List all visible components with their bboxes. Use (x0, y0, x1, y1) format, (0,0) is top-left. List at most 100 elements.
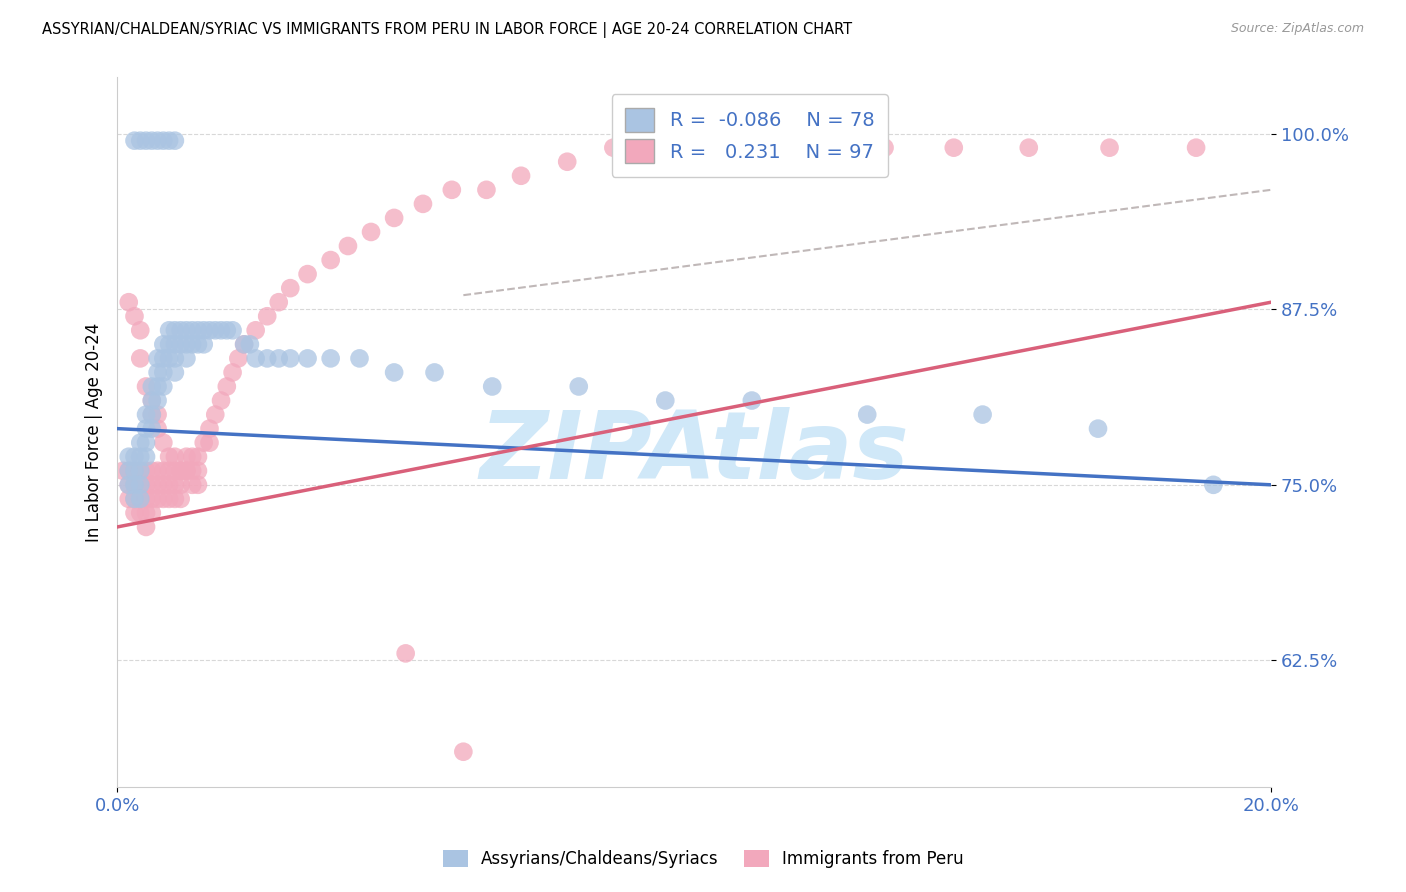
Point (198, 435, 221, 450)
Point (129, 351, 152, 366)
Point (181, 464, 204, 478)
Point (129, 464, 152, 478)
Point (118, 478, 141, 492)
Point (129, 450, 152, 464)
Point (187, 337, 209, 351)
Point (204, 323, 226, 337)
Point (124, 491, 146, 506)
Point (135, 478, 157, 492)
Legend: R =  -0.086    N = 78, R =   0.231    N = 97: R = -0.086 N = 78, R = 0.231 N = 97 (612, 95, 889, 177)
Point (810, 141, 832, 155)
Point (481, 379, 503, 393)
Point (297, 351, 319, 366)
Point (163, 323, 186, 337)
Point (654, 393, 676, 408)
Point (146, 478, 169, 492)
Point (152, 134, 174, 148)
Point (129, 323, 152, 337)
Point (176, 464, 198, 478)
Point (169, 464, 191, 478)
Point (135, 379, 157, 393)
Point (118, 464, 141, 478)
Point (157, 464, 180, 478)
Point (129, 464, 152, 478)
Point (198, 422, 221, 436)
Point (169, 464, 191, 478)
Point (245, 323, 267, 337)
Point (157, 478, 180, 492)
Point (856, 408, 879, 422)
Point (228, 351, 250, 366)
Point (873, 141, 896, 155)
Point (124, 478, 146, 492)
Point (111, 464, 134, 478)
Point (1185, 141, 1208, 155)
Point (176, 323, 198, 337)
Point (382, 366, 405, 380)
Point (176, 464, 198, 478)
Point (360, 225, 382, 239)
Point (129, 491, 152, 506)
Point (124, 310, 146, 324)
Point (972, 408, 994, 422)
Point (319, 351, 342, 366)
Point (700, 141, 723, 155)
Point (129, 506, 152, 520)
Point (169, 478, 191, 492)
Point (256, 351, 278, 366)
Point (152, 464, 174, 478)
Point (135, 408, 157, 422)
Point (163, 491, 186, 506)
Point (118, 295, 141, 310)
Point (135, 464, 157, 478)
Point (141, 478, 163, 492)
Point (256, 310, 278, 324)
Point (187, 464, 209, 478)
Point (135, 520, 157, 534)
Point (157, 337, 180, 351)
Point (141, 506, 163, 520)
Point (141, 422, 163, 436)
Point (215, 323, 238, 337)
Point (157, 491, 180, 506)
Point (181, 337, 204, 351)
Point (163, 134, 186, 148)
Point (124, 464, 146, 478)
Point (129, 134, 152, 148)
Point (233, 337, 256, 351)
Point (267, 351, 290, 366)
Point (141, 379, 163, 393)
Point (349, 351, 371, 366)
Point (382, 211, 405, 225)
Point (129, 491, 152, 506)
Point (118, 464, 141, 478)
Point (169, 337, 191, 351)
Point (602, 141, 624, 155)
Point (193, 323, 215, 337)
Point (475, 183, 498, 197)
Point (135, 435, 157, 450)
Point (278, 351, 301, 366)
Point (146, 464, 169, 478)
Point (319, 253, 342, 268)
Point (118, 491, 141, 506)
Point (169, 323, 191, 337)
Point (124, 134, 146, 148)
Point (146, 134, 169, 148)
Point (146, 366, 169, 380)
Point (163, 450, 186, 464)
Point (181, 323, 204, 337)
Point (245, 351, 267, 366)
Point (146, 351, 169, 366)
Point (278, 281, 301, 295)
Point (118, 450, 141, 464)
Point (297, 267, 319, 281)
Point (1018, 141, 1040, 155)
Point (124, 491, 146, 506)
Point (336, 239, 359, 253)
Point (193, 435, 215, 450)
Point (741, 393, 763, 408)
Point (152, 366, 174, 380)
Point (135, 450, 157, 464)
Point (118, 478, 141, 492)
